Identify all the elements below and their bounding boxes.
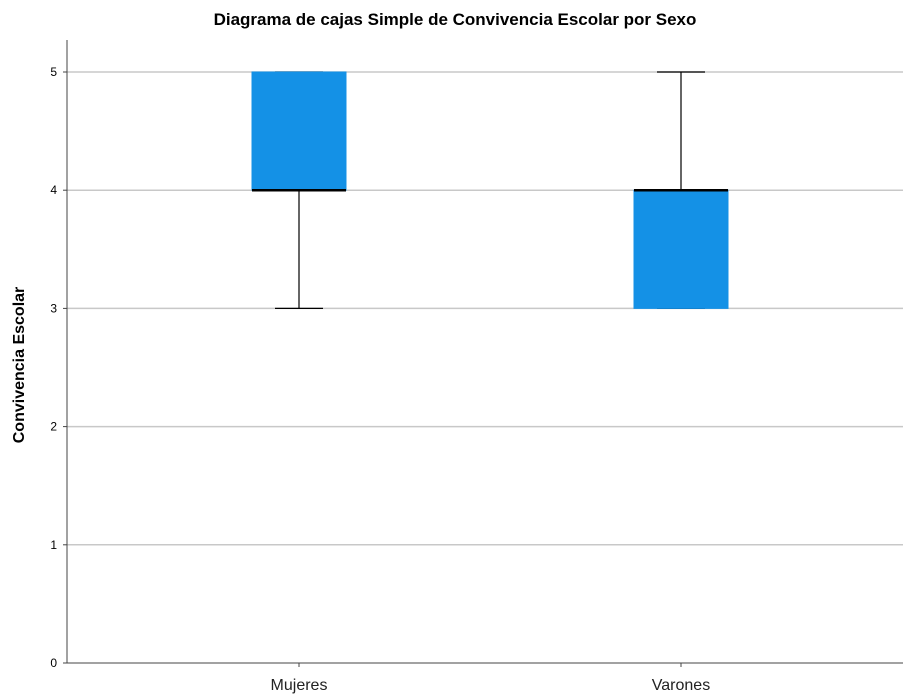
y-tick-label-5: 5 (50, 65, 57, 79)
chart-title: Diagrama de cajas Simple de Convivencia … (214, 10, 697, 29)
y-tick-labels: 0 1 2 3 4 5 (50, 65, 57, 670)
axes (63, 40, 903, 667)
y-tick-label-0: 0 (50, 656, 57, 670)
y-axis-label: Convivencia Escolar (11, 287, 28, 444)
boxes (251, 71, 729, 309)
x-tick-labels: Mujeres Varones (271, 677, 711, 694)
box-rect-varones (633, 189, 729, 309)
box-rect-mujeres (251, 71, 347, 191)
box-varones (633, 71, 729, 309)
y-tick-label-3: 3 (50, 301, 57, 315)
y-tick-label-4: 4 (50, 183, 57, 197)
gridlines (67, 71, 903, 546)
box-mujeres (251, 71, 347, 309)
x-tick-label-varones: Varones (652, 677, 710, 694)
x-tick-label-mujeres: Mujeres (271, 677, 328, 694)
y-tick-label-2: 2 (50, 420, 57, 434)
y-tick-label-1: 1 (50, 538, 57, 552)
